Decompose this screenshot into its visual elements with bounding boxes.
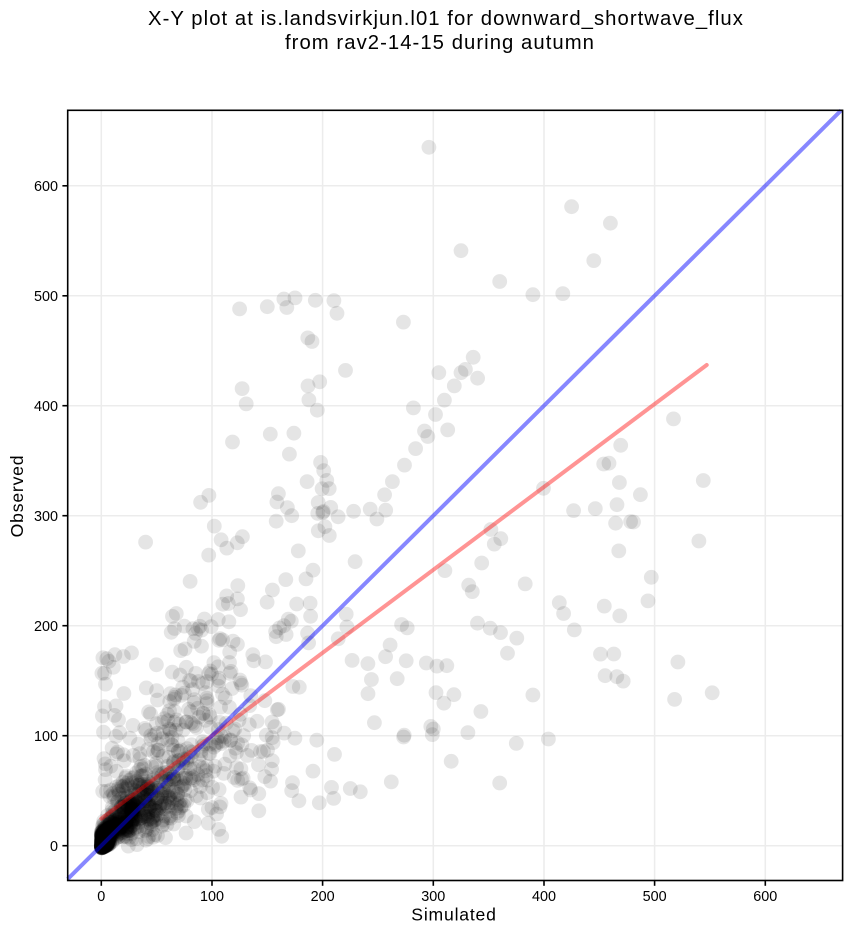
svg-text:0: 0 [50, 839, 58, 855]
svg-text:400: 400 [532, 889, 556, 905]
svg-text:Observed: Observed [7, 455, 27, 538]
svg-text:0: 0 [97, 889, 105, 905]
svg-text:500: 500 [34, 289, 58, 305]
svg-text:from rav2-14-15 during autumn: from rav2-14-15 during autumn [285, 32, 595, 54]
svg-text:200: 200 [34, 619, 58, 635]
svg-text:300: 300 [421, 889, 445, 905]
svg-text:600: 600 [753, 889, 777, 905]
svg-text:100: 100 [34, 729, 58, 745]
svg-text:200: 200 [311, 889, 335, 905]
svg-text:400: 400 [34, 399, 58, 415]
svg-text:300: 300 [34, 509, 58, 525]
svg-text:500: 500 [643, 889, 667, 905]
svg-text:600: 600 [34, 179, 58, 195]
svg-text:100: 100 [200, 889, 224, 905]
svg-text:X-Y plot at is.landsvirkjun.l0: X-Y plot at is.landsvirkjun.l01 for down… [148, 8, 744, 30]
svg-text:Simulated: Simulated [411, 905, 496, 925]
